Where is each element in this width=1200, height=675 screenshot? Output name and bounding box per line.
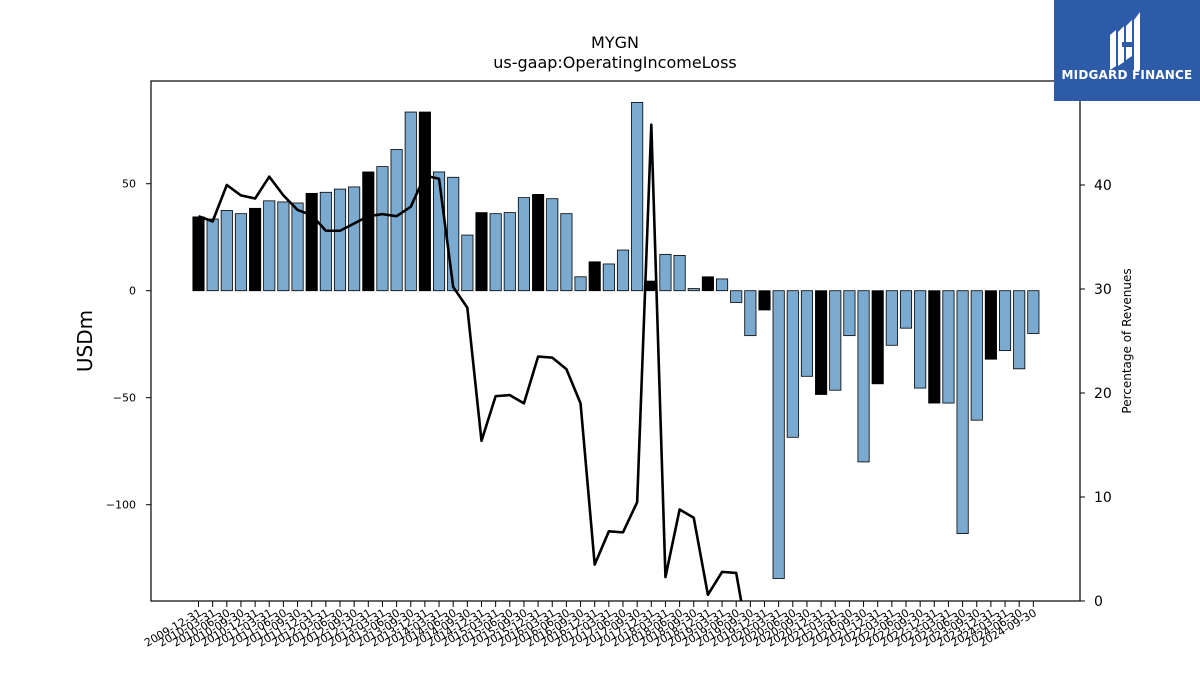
logo-text: MIDGARD FINANCE [1061, 68, 1193, 82]
y-tick-label: −100 [106, 499, 136, 512]
bar-2014-06-30 [447, 176, 460, 292]
bar-2018-12-31 [701, 276, 714, 292]
bar-2019-06-30 [730, 290, 743, 303]
plot-frame [150, 80, 1081, 602]
bar-2015-03-31 [489, 213, 502, 292]
bar-2016-06-30 [560, 213, 573, 292]
bar-2023-06-30 [956, 290, 969, 534]
chart-title: MYGN [591, 33, 639, 52]
y2-tick-label: 0 [1094, 594, 1103, 610]
bar-2024-06-30 [1013, 290, 1026, 370]
bar-2016-09-30 [574, 276, 587, 292]
bar-2011-12-31 [305, 192, 318, 292]
bar-2012-12-31 [362, 171, 375, 292]
bar-2022-06-30 [899, 290, 913, 329]
y-tick-label: −50 [113, 392, 136, 405]
bar-2015-12-31 [532, 194, 545, 292]
bar-2021-09-30 [857, 290, 870, 463]
bar-2020-09-30 [800, 290, 813, 377]
y2-tick-label: 40 [1094, 178, 1112, 194]
bar-2010-12-31 [249, 207, 262, 292]
bar-2011-09-30 [291, 202, 304, 292]
logo-mark-icon [1110, 12, 1140, 70]
bar-2020-12-31 [815, 290, 828, 395]
bar-2012-06-30 [333, 188, 347, 292]
bar-2013-12-31 [418, 111, 431, 292]
midgard-finance-logo: MIDGARD FINANCE [1054, 0, 1200, 101]
bar-2011-03-31 [263, 200, 276, 292]
bar-2024-03-31 [999, 290, 1012, 352]
plot-area: −100−50050010203040502009-12-312010-03-3… [106, 74, 1112, 650]
bar-2020-06-30 [786, 290, 799, 438]
bar-2015-09-30 [517, 197, 530, 292]
bar-2019-09-30 [744, 290, 757, 337]
y-tick-label: 50 [122, 178, 136, 191]
bar-2015-06-30 [503, 212, 516, 292]
bar-2021-12-31 [871, 290, 884, 385]
percentage-of-revenues-line [198, 123, 743, 601]
bar-2010-06-30 [220, 210, 233, 292]
bar-2019-03-31 [716, 278, 729, 292]
bar-2018-09-30 [687, 288, 700, 292]
bar-2009-12-31 [192, 216, 205, 292]
bar-2014-09-30 [461, 234, 474, 292]
bar-2014-12-31 [475, 212, 488, 292]
bar-2022-09-30 [914, 290, 927, 389]
y2-tick-label: 30 [1094, 282, 1112, 298]
bar-2019-12-31 [758, 290, 771, 311]
chart-subtitle: us-gaap:OperatingIncomeLoss [493, 53, 737, 72]
bar-2020-03-31 [772, 290, 785, 579]
bar-2022-03-31 [885, 290, 898, 346]
bar-2017-09-30 [631, 102, 644, 292]
bar-2013-03-31 [376, 166, 389, 292]
bar-2017-06-30 [616, 249, 630, 292]
bar-2022-12-31 [928, 290, 941, 404]
bar-2013-09-30 [404, 111, 417, 292]
y-tick-label: 0 [129, 285, 136, 298]
bar-2024-09-30 [1027, 290, 1040, 334]
bar-2016-03-31 [546, 198, 559, 292]
bar-2023-09-30 [970, 290, 983, 421]
y2-tick-label: 20 [1094, 386, 1112, 402]
bar-2018-03-31 [659, 253, 672, 292]
bar-2018-06-30 [673, 254, 686, 292]
y2-axis-label: Percentage of Revenues [1120, 268, 1134, 413]
bar-2011-06-30 [277, 201, 290, 292]
bar-2021-06-30 [843, 290, 856, 337]
bar-2012-03-31 [319, 191, 332, 292]
bar-2010-09-30 [234, 213, 248, 292]
bar-2023-12-31 [984, 290, 997, 360]
bar-2012-09-30 [348, 186, 361, 292]
bar-2016-12-31 [588, 261, 601, 292]
bar-2014-03-31 [432, 171, 446, 292]
bar-2010-03-31 [206, 218, 219, 292]
y-axis-label: USDm [73, 310, 97, 372]
bar-2023-03-31 [942, 290, 955, 404]
bar-2013-06-30 [390, 149, 403, 292]
y2-tick-label: 10 [1094, 490, 1112, 506]
bar-2021-03-31 [829, 290, 842, 391]
bar-2017-03-31 [602, 263, 615, 292]
